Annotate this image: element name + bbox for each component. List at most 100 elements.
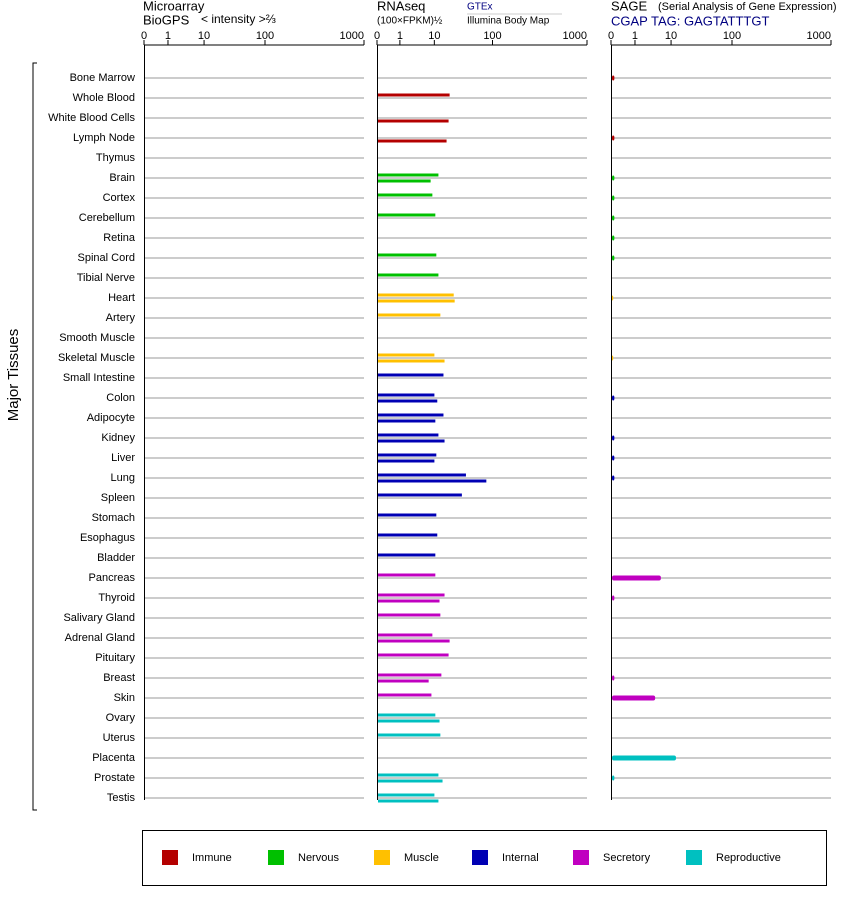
legend-label: Reproductive <box>716 852 781 864</box>
legend-label: Internal <box>502 852 539 864</box>
row-label: Liver <box>111 452 135 464</box>
bar <box>378 493 462 497</box>
legend-label: Muscle <box>404 852 439 864</box>
bar <box>378 413 444 417</box>
bar <box>378 733 441 737</box>
bar <box>378 119 449 123</box>
row-label: Pituitary <box>95 652 135 664</box>
bar <box>612 175 615 181</box>
row-label: Smooth Muscle <box>59 332 135 344</box>
bar <box>378 393 435 397</box>
bar <box>378 599 440 603</box>
row-label: Placenta <box>92 752 136 764</box>
x-tick-label: 100 <box>723 30 741 42</box>
bar <box>378 193 433 197</box>
bar <box>612 455 615 461</box>
panel-source: BioGPS <box>143 12 190 27</box>
bar <box>378 693 432 697</box>
bar <box>612 675 615 681</box>
row-label: White Blood Cells <box>48 112 135 124</box>
bar <box>378 433 439 437</box>
bar <box>378 273 439 277</box>
row-label: Salivary Gland <box>63 612 135 624</box>
bar <box>378 399 438 403</box>
bar <box>378 533 438 537</box>
bar <box>378 613 441 617</box>
series-name: GTEx <box>467 2 493 13</box>
bar <box>378 419 436 423</box>
bar <box>378 359 445 363</box>
bar <box>378 793 435 797</box>
x-tick-label: 1000 <box>340 30 364 42</box>
bar <box>612 755 676 761</box>
legend-label: Nervous <box>298 852 339 864</box>
x-tick-label: 0 <box>141 30 147 42</box>
panel-subtitle: (100×FPKM)½ <box>377 16 443 27</box>
row-label: Adipocyte <box>87 412 135 424</box>
bar <box>378 773 439 777</box>
row-label: Tibial Nerve <box>77 272 135 284</box>
bar <box>378 639 450 643</box>
bar <box>378 179 431 183</box>
x-tick-label: 100 <box>483 30 501 42</box>
panel-title: RNAseq <box>377 0 425 13</box>
bar <box>612 775 615 781</box>
row-label: Cortex <box>103 192 136 204</box>
x-tick-label: 0 <box>608 30 614 42</box>
row-label: Ovary <box>106 712 136 724</box>
series-name: Illumina Body Map <box>467 16 550 27</box>
row-label: Esophagus <box>80 532 136 544</box>
bar <box>378 173 439 177</box>
row-label: Spleen <box>101 492 135 504</box>
row-label: Testis <box>107 792 136 804</box>
row-label: Adrenal Gland <box>65 632 135 644</box>
bar <box>378 653 449 657</box>
bar <box>378 313 441 317</box>
row-label: Lung <box>111 472 135 484</box>
bar <box>378 719 440 723</box>
x-tick-label: 1 <box>632 30 638 42</box>
y-axis-label: Major Tissues <box>5 329 22 422</box>
legend-swatch <box>374 850 390 865</box>
row-label: Skin <box>114 692 135 704</box>
legend-label: Immune <box>192 852 232 864</box>
legend-swatch <box>268 850 284 865</box>
row-label: Heart <box>108 292 135 304</box>
bar <box>612 395 615 401</box>
bar <box>612 695 656 701</box>
bar <box>378 479 487 483</box>
row-label: Lymph Node <box>73 132 135 144</box>
bar <box>378 633 433 637</box>
bar <box>378 573 436 577</box>
bar <box>612 195 615 201</box>
bar <box>612 255 615 261</box>
bar <box>612 75 615 81</box>
row-label: Kidney <box>101 432 135 444</box>
x-tick-label: 1 <box>165 30 171 42</box>
bar <box>612 475 615 481</box>
bar <box>612 135 615 141</box>
row-label: Uterus <box>103 732 136 744</box>
bracket <box>32 62 37 811</box>
panel-subtitle: < intensity >⅔ <box>201 12 276 26</box>
bar <box>378 679 429 683</box>
x-tick-label: 1000 <box>563 30 587 42</box>
row-label: Small Intestine <box>63 372 135 384</box>
row-label: Thyroid <box>98 592 135 604</box>
bar <box>612 575 661 581</box>
bar <box>378 453 437 457</box>
bar <box>378 713 436 717</box>
bar <box>378 553 436 557</box>
bar <box>378 293 454 297</box>
bar <box>378 439 445 443</box>
legend-swatch <box>573 850 589 865</box>
bar <box>378 253 437 257</box>
row-label: Pancreas <box>89 572 136 584</box>
x-tick-label: 10 <box>665 30 677 42</box>
bar <box>378 673 442 677</box>
bar <box>612 435 615 441</box>
panel-source: (Serial Analysis of Gene Expression) <box>658 1 837 13</box>
bar <box>612 595 615 601</box>
x-tick-label: 0 <box>374 30 380 42</box>
